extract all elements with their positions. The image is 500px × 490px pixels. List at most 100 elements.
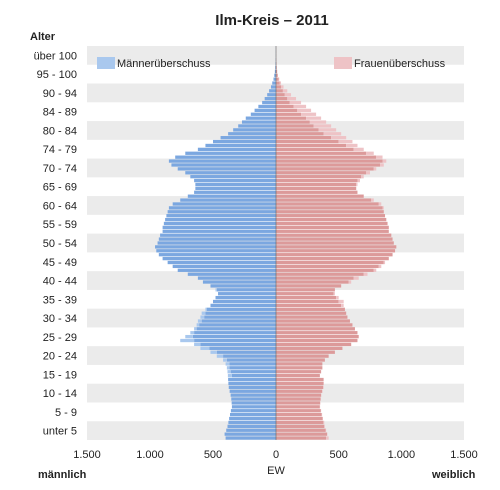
male-bar — [177, 268, 276, 272]
female-bar — [276, 397, 321, 401]
female-bar — [276, 292, 334, 296]
chart-title: Ilm-Kreis – 2011 — [215, 12, 328, 29]
female-bar — [276, 143, 347, 148]
female-bar — [276, 327, 355, 331]
male-bar — [233, 128, 276, 132]
female-surplus-bar — [376, 155, 383, 159]
x-tick-label: 500 — [329, 449, 347, 461]
male-bar — [258, 104, 276, 109]
male-bar — [205, 143, 276, 148]
female-bar — [276, 342, 352, 347]
female-bar — [276, 323, 353, 327]
female-bar — [276, 272, 364, 276]
female-bar — [276, 81, 280, 85]
female-surplus-bar — [353, 276, 359, 280]
male-surplus-bar — [216, 354, 224, 358]
male-bar — [177, 167, 276, 171]
male-bar — [216, 288, 276, 292]
female-bar — [276, 307, 345, 311]
female-surplus-bar — [336, 295, 339, 300]
female-surplus-bar — [382, 159, 387, 163]
female-bar — [276, 100, 290, 105]
male-bar — [274, 69, 276, 74]
female-bar — [276, 268, 374, 272]
age-tick-label: 84 - 89 — [43, 107, 77, 119]
female-bar — [276, 194, 364, 198]
female-surplus-bar — [382, 206, 384, 210]
male-bar — [160, 233, 276, 237]
female-bar — [276, 175, 362, 179]
male-bar — [262, 100, 276, 105]
female-surplus-bar — [326, 436, 329, 440]
age-tick-label: 45 - 49 — [43, 257, 77, 269]
male-bar — [213, 139, 276, 144]
female-surplus-bar — [325, 428, 327, 432]
female-bar — [276, 116, 307, 120]
female-surplus-bar — [281, 85, 284, 89]
female-bar — [276, 319, 350, 323]
male-bar — [194, 190, 276, 194]
male-bar — [197, 147, 276, 152]
male-bar — [190, 175, 276, 179]
male-bar — [172, 202, 276, 206]
male-bar — [185, 171, 276, 175]
female-surplus-bar — [323, 385, 324, 389]
female-bar — [276, 214, 386, 218]
female-surplus-bar — [282, 89, 288, 93]
female-side-label: weiblich — [431, 469, 476, 481]
age-tick-label: 40 - 44 — [43, 276, 77, 288]
x-tick-label: 0 — [273, 449, 279, 461]
female-surplus-bar — [348, 280, 352, 284]
male-bar — [196, 327, 276, 331]
female-bar — [276, 303, 342, 308]
female-bar — [276, 331, 358, 335]
male-bar — [224, 432, 276, 436]
female-bar — [276, 264, 379, 269]
age-tick-label: 55 - 59 — [43, 219, 77, 231]
female-bar — [276, 389, 323, 393]
male-bar — [158, 237, 276, 241]
male-bar — [230, 393, 276, 397]
female-bar — [276, 104, 294, 109]
male-bar — [172, 264, 276, 269]
female-surplus-bar — [378, 264, 382, 269]
female-bar — [276, 233, 392, 237]
female-surplus-bar — [361, 175, 364, 179]
age-tick-label: unter 5 — [43, 426, 77, 438]
age-tick-label: 60 - 64 — [43, 200, 77, 212]
bars-layer — [155, 46, 397, 440]
male-bar — [162, 256, 276, 261]
female-surplus-bar — [378, 202, 382, 206]
male-bar — [230, 370, 276, 374]
female-bar — [276, 202, 379, 206]
male-bar — [171, 163, 276, 167]
female-bar — [276, 124, 314, 128]
female-bar — [276, 370, 322, 374]
female-surplus-bar — [366, 151, 374, 155]
male-bar — [231, 397, 276, 401]
female-bar — [276, 225, 389, 230]
y-axis-title: Alter — [30, 31, 56, 43]
male-surplus-bar — [196, 323, 200, 327]
male-bar — [264, 97, 276, 101]
male-bar — [168, 206, 276, 210]
female-bar — [276, 93, 285, 97]
age-tick-label: 74 - 79 — [43, 144, 77, 156]
male-bar — [230, 412, 276, 417]
female-bar — [276, 155, 377, 159]
male-surplus-bar — [185, 334, 193, 339]
x-tick-label: 1.000 — [388, 449, 416, 461]
male-bar — [270, 85, 276, 89]
male-bar — [156, 249, 276, 253]
male-surplus-bar — [227, 370, 231, 374]
male-surplus-bar — [201, 311, 206, 315]
male-bar — [213, 299, 276, 304]
x-tick-labels: 1.500 1.000 500 0 500 1.000 1.500 — [73, 449, 478, 461]
male-bar — [228, 385, 276, 389]
legend-female-surplus-swatch — [334, 57, 352, 69]
age-tick-label: 80 - 84 — [43, 125, 77, 137]
male-bar — [215, 295, 276, 300]
female-bar — [276, 241, 394, 245]
female-surplus-bar — [322, 389, 323, 393]
